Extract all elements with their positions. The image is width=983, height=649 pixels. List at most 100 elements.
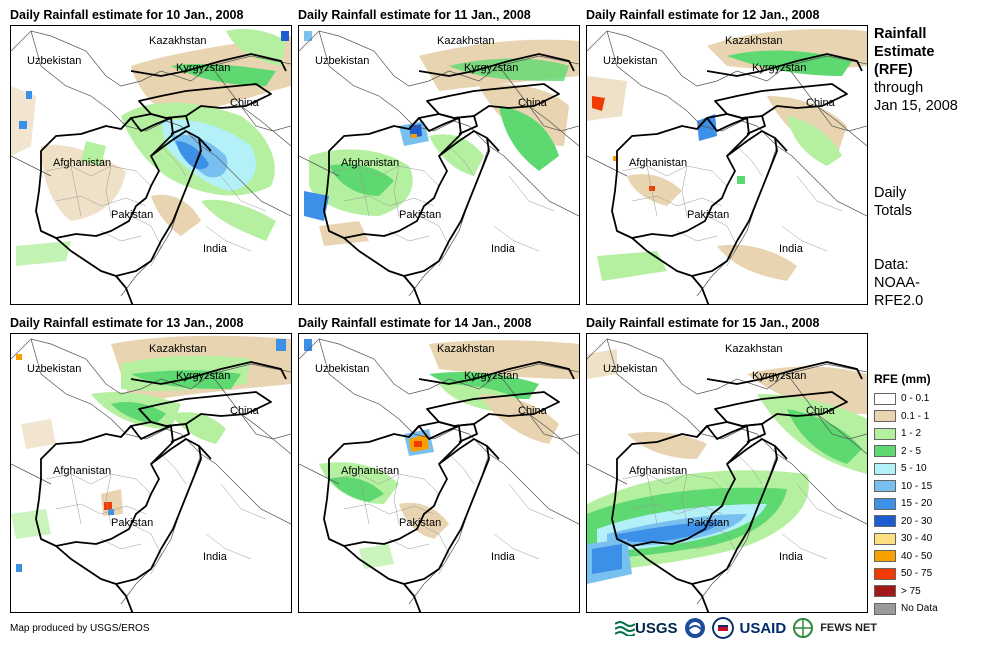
fews-net-globe-icon (793, 618, 814, 638)
through-text: through (874, 80, 924, 96)
label-china: China (230, 97, 260, 109)
label-kazakhstan: Kazakhstan (437, 35, 494, 47)
legend-swatch (874, 497, 896, 510)
legend-row: > 75 (874, 583, 974, 601)
totals-text: Totals (874, 203, 912, 219)
panel-title: Daily Rainfall estimate for 11 Jan., 200… (298, 8, 531, 22)
legend-row: No Data (874, 600, 974, 618)
rainfall-map: Kazakhstan Uzbekistan Kyrgyzstan China A… (586, 25, 868, 305)
legend-label: 20 - 30 (901, 515, 933, 527)
label-kyrgyzstan: Kyrgyzstan (464, 62, 518, 74)
legend-row: 0 - 0.1 (874, 390, 974, 408)
label-pakistan: Pakistan (111, 209, 153, 221)
fews-net-logo: FEWS NET (820, 622, 878, 634)
panel-title: Daily Rainfall estimate for 10 Jan., 200… (10, 8, 244, 22)
label-china: China (518, 97, 548, 109)
legend-swatch (874, 550, 896, 563)
label-kyrgyzstan: Kyrgyzstan (464, 370, 518, 382)
label-afghanistan: Afghanistan (53, 465, 111, 477)
label-kazakhstan: Kazakhstan (149, 35, 206, 47)
label-uzbekistan: Uzbekistan (315, 363, 369, 375)
legend-row: 10 - 15 (874, 478, 974, 496)
rainfall-overlay (11, 29, 291, 266)
legend-row: 50 - 75 (874, 565, 974, 583)
rainfall-map: Kazakhstan Uzbekistan Kyrgyzstan China A… (298, 25, 580, 305)
panel-title: Daily Rainfall estimate for 13 Jan., 200… (10, 316, 244, 330)
rainfall-map: Kazakhstan Uzbekistan Kyrgyzstan China A… (298, 333, 580, 613)
daily-text: Daily (874, 185, 907, 201)
noaa-seal-icon (684, 618, 705, 638)
title-line: (RFE) (874, 62, 913, 78)
label-uzbekistan: Uzbekistan (603, 363, 657, 375)
data-source-label: Data: NOAA- RFE2.0 (874, 256, 923, 310)
label-pakistan: Pakistan (687, 209, 729, 221)
legend-swatch (874, 532, 896, 545)
legend-row: 30 - 40 (874, 530, 974, 548)
legend-swatch (874, 445, 896, 458)
label-uzbekistan: Uzbekistan (27, 55, 81, 67)
label-india: India (491, 551, 516, 563)
label-uzbekistan: Uzbekistan (315, 55, 369, 67)
label-pakistan: Pakistan (399, 517, 441, 529)
legend-row: 1 - 2 (874, 425, 974, 443)
legend-label: 50 - 75 (901, 568, 933, 580)
usgs-wave-icon (615, 621, 635, 636)
legend-row: 20 - 30 (874, 513, 974, 531)
label-china: China (806, 405, 836, 417)
panel-title: Daily Rainfall estimate for 15 Jan., 200… (586, 316, 820, 330)
legend-swatch (874, 462, 896, 475)
label-uzbekistan: Uzbekistan (27, 363, 81, 375)
label-china: China (230, 405, 260, 417)
label-india: India (779, 551, 804, 563)
legend-swatch (874, 392, 896, 405)
usaid-logo: USAID (739, 619, 787, 637)
panel-title: Daily Rainfall estimate for 14 Jan., 200… (298, 316, 532, 330)
legend-swatch (874, 602, 896, 615)
rfe-title-block: Rainfall Estimate (RFE) through Jan 15, … (874, 25, 958, 115)
map-credit: Map produced by USGS/EROS (10, 623, 150, 634)
label-kyrgyzstan: Kyrgyzstan (752, 370, 806, 382)
legend-title: RFE (mm) (874, 372, 931, 386)
label-india: India (491, 243, 516, 255)
rainfall-map: Kazakhstan Uzbekistan Kyrgyzstan China A… (10, 333, 292, 613)
legend-swatch (874, 585, 896, 598)
legend-row: 2 - 5 (874, 443, 974, 461)
label-kazakhstan: Kazakhstan (149, 343, 206, 355)
label-china: China (806, 97, 836, 109)
label-afghanistan: Afghanistan (629, 157, 687, 169)
data-source-line: NOAA- (874, 275, 920, 291)
legend-label: 5 - 10 (901, 463, 927, 475)
panel-title: Daily Rainfall estimate for 12 Jan., 200… (586, 8, 820, 22)
label-india: India (203, 243, 228, 255)
label-kazakhstan: Kazakhstan (437, 343, 494, 355)
legend-label: No Data (901, 603, 938, 615)
legend-row: 0.1 - 1 (874, 408, 974, 426)
legend-label: 2 - 5 (901, 445, 922, 457)
usaid-seal-icon (711, 617, 734, 639)
partner-logos: USGS USAID FEWS NET (615, 617, 877, 639)
title-line: Rainfall (874, 26, 927, 42)
legend-label: 1 - 2 (901, 428, 922, 440)
label-kyrgyzstan: Kyrgyzstan (752, 62, 806, 74)
legend-label: > 75 (901, 585, 921, 597)
label-pakistan: Pakistan (111, 517, 153, 529)
label-kyrgyzstan: Kyrgyzstan (176, 62, 230, 74)
label-afghanistan: Afghanistan (341, 157, 399, 169)
legend-swatch (874, 427, 896, 440)
legend-swatch (874, 410, 896, 423)
label-afghanistan: Afghanistan (341, 465, 399, 477)
label-uzbekistan: Uzbekistan (603, 55, 657, 67)
rainfall-map: Kazakhstan Uzbekistan Kyrgyzstan China A… (586, 333, 868, 613)
title-line: Estimate (874, 44, 935, 60)
label-kazakhstan: Kazakhstan (725, 343, 782, 355)
legend-label: 0.1 - 1 (901, 410, 930, 422)
legend-label: 15 - 20 (901, 498, 933, 510)
legend-row: 40 - 50 (874, 548, 974, 566)
usgs-text: USGS (635, 619, 678, 637)
label-china: China (518, 405, 548, 417)
rfe-legend: RFE (mm) 0 - 0.1 0.1 - 1 1 - 2 2 - 5 5 - 10 1… (874, 372, 974, 618)
daily-totals-label: Daily Totals (874, 184, 912, 220)
legend-row: 15 - 20 (874, 495, 974, 513)
legend-row: 5 - 10 (874, 460, 974, 478)
label-pakistan: Pakistan (687, 517, 729, 529)
